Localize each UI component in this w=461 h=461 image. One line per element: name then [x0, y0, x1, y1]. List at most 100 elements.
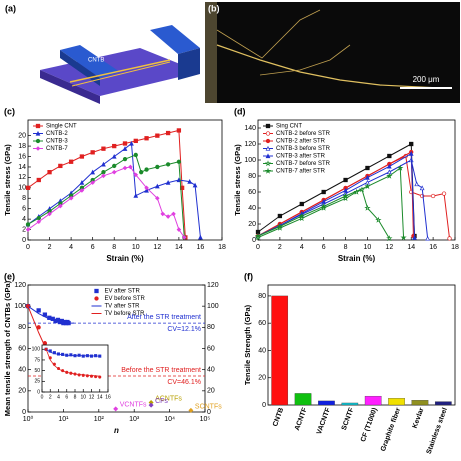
- legend-marker: [265, 138, 271, 144]
- marker: [36, 308, 41, 313]
- marker: [181, 235, 187, 240]
- marker: [364, 204, 371, 211]
- marker: [447, 236, 452, 241]
- marker: [343, 177, 348, 183]
- x-tick-label: 6: [65, 394, 68, 400]
- legend-marker: [265, 123, 271, 129]
- marker: [36, 177, 41, 183]
- x-axis-label: n: [114, 426, 119, 435]
- legend-label: TV after STR: [105, 304, 141, 310]
- marker: [397, 164, 404, 171]
- x-tick-label: 8: [112, 244, 116, 251]
- x-tick-label: 0: [26, 244, 30, 251]
- y2-tick-label: 40: [207, 367, 215, 374]
- marker: [408, 151, 414, 156]
- annotation: Before the STR treatment: [121, 367, 201, 374]
- y-tick-label: 20: [18, 388, 26, 395]
- marker: [133, 193, 139, 198]
- y-tick-label: 80: [18, 324, 26, 331]
- point-label: SCNTFs: [195, 403, 222, 410]
- x-tick-label: 6: [91, 244, 95, 251]
- marker: [254, 232, 262, 239]
- bar: [341, 402, 359, 406]
- y-tick-label: 100: [14, 303, 26, 310]
- marker: [187, 178, 193, 184]
- y-tick-label: 40: [18, 367, 26, 374]
- legend-marker: [35, 146, 41, 151]
- x-axis-label: Strain (%): [106, 254, 144, 263]
- marker: [364, 183, 371, 190]
- marker: [155, 164, 160, 170]
- legend-marker: [94, 296, 99, 301]
- marker: [430, 193, 436, 199]
- reference-point: [148, 399, 154, 405]
- y2-tick-label: 0: [207, 409, 211, 416]
- marker: [155, 133, 160, 138]
- plot-frame: [41, 344, 109, 393]
- panel-a: (a) Gas barriers Substrate CNTB: [5, 3, 200, 104]
- x-tick-label: 14: [175, 244, 183, 251]
- marker: [68, 159, 74, 164]
- y-tick-label: 14: [18, 164, 26, 171]
- marker: [171, 211, 176, 217]
- marker: [25, 185, 31, 190]
- marker: [165, 130, 171, 136]
- y-tick-label: 100: [244, 157, 256, 164]
- marker: [144, 187, 149, 193]
- marker: [69, 353, 73, 357]
- marker: [176, 128, 182, 133]
- legend-marker: [94, 288, 99, 294]
- legend-marker: [265, 153, 271, 159]
- marker: [441, 191, 447, 196]
- legend-marker: [264, 160, 272, 167]
- panel-label: (c): [4, 106, 15, 116]
- marker: [386, 235, 393, 242]
- marker: [342, 192, 349, 199]
- marker: [133, 138, 138, 144]
- bar: [294, 393, 312, 406]
- marker: [36, 215, 41, 221]
- panel-label: (d): [234, 106, 246, 116]
- bar: [318, 400, 335, 406]
- x-tick-label: 0: [41, 394, 44, 400]
- x-tick-label: 4: [57, 394, 60, 400]
- y-tick-label: 12: [18, 174, 26, 181]
- panel-b: 200 μm (b): [205, 2, 460, 103]
- reference-point: [188, 407, 194, 413]
- y-tick-label: 80: [248, 173, 256, 180]
- marker: [165, 180, 171, 185]
- y-tick-label: 120: [244, 141, 256, 148]
- y-tick-label: 80: [258, 293, 266, 300]
- x-tick-label: 10⁰: [23, 415, 34, 423]
- reference-point: [148, 402, 154, 408]
- reference-point: [113, 406, 119, 412]
- marker: [101, 161, 106, 167]
- x-tick-label: 16: [429, 244, 437, 251]
- y-tick-label: 18: [18, 143, 26, 150]
- annotation: CV=46.1%: [167, 379, 201, 386]
- marker: [79, 180, 85, 185]
- marker: [25, 227, 31, 232]
- marker: [400, 234, 407, 241]
- y-tick-label: 16: [18, 153, 26, 160]
- point-label: VCNTFs: [120, 402, 147, 409]
- x-tick-label: 12: [385, 244, 393, 251]
- marker: [77, 353, 81, 357]
- x-tick-label: 18: [451, 244, 459, 251]
- legend-label: CNTB-3 before STR: [276, 146, 331, 152]
- marker: [165, 214, 171, 219]
- y2-tick-label: 20: [207, 388, 215, 395]
- marker: [68, 195, 74, 201]
- x-tick-label: 12: [153, 244, 161, 251]
- legend-marker: [35, 130, 41, 136]
- y-tick-label: 40: [248, 205, 256, 212]
- x-tick-label: 14: [407, 244, 415, 251]
- y-tick-label: 100: [32, 347, 41, 353]
- legend-marker: [264, 167, 272, 174]
- marker: [129, 140, 134, 146]
- marker: [122, 156, 128, 162]
- annotation: After the STR treatment: [127, 314, 201, 321]
- marker: [90, 169, 96, 175]
- schematic-label: CNTB: [88, 58, 104, 64]
